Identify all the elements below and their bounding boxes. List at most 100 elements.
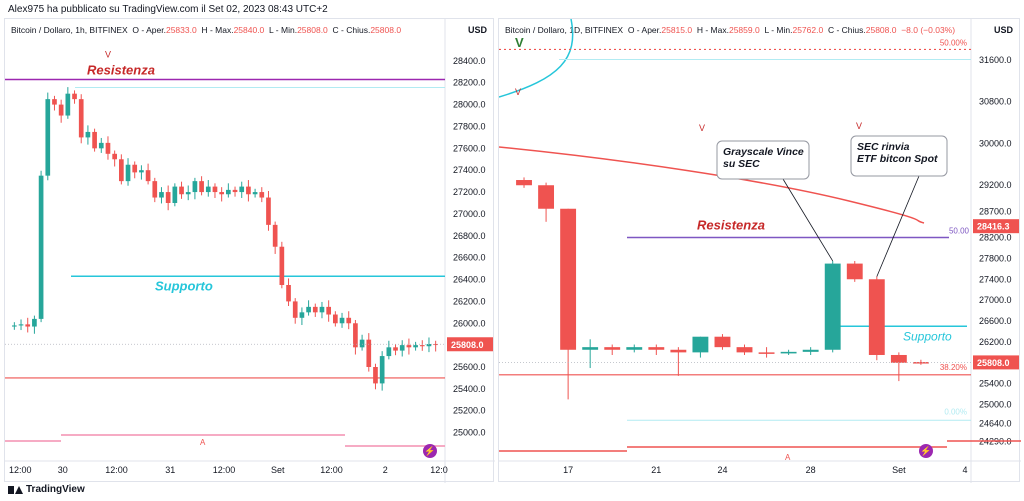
chart-panel-hourly: Bitcoin / Dollaro, 1h, BITFINEX O - Aper… xyxy=(4,18,495,483)
candle-body xyxy=(413,345,418,348)
candle-body xyxy=(119,159,124,182)
candle-body xyxy=(339,317,345,324)
y-tick-label: 30000.0 xyxy=(979,138,1012,148)
callout-grayscale-box xyxy=(716,140,810,180)
candle-body xyxy=(312,306,318,313)
callout-grayscale-pointer xyxy=(782,178,834,262)
candle-body xyxy=(112,153,117,160)
candle-body xyxy=(219,192,224,195)
currency-label: USD xyxy=(467,25,487,35)
price-label: 25808.0 xyxy=(451,340,484,350)
candle-body xyxy=(868,279,885,355)
candle-body xyxy=(419,345,425,347)
y-tick-label: 27800.0 xyxy=(453,121,486,131)
candle-body xyxy=(604,347,621,350)
candle-body xyxy=(145,170,151,182)
x-tick-label: 17 xyxy=(563,465,573,475)
y-tick-label: 25400.0 xyxy=(453,384,486,394)
candle-body xyxy=(714,336,731,348)
chart-header-daily: Bitcoin / Dollaro, 1D, BITFINEX O - Aper… xyxy=(505,25,956,35)
x-tick-label: 2 xyxy=(383,465,388,475)
candle-body xyxy=(179,186,184,195)
candle-body xyxy=(433,344,438,346)
tradingview-logo: TradingView xyxy=(8,484,85,495)
candle-body xyxy=(272,224,278,247)
candle-body xyxy=(890,354,907,363)
candle-body xyxy=(292,301,298,318)
candle-body xyxy=(185,192,191,195)
callout-grayscale-text: su SEC xyxy=(723,158,760,170)
y-tick-label: 26000.0 xyxy=(453,318,486,328)
y-tick-label: 27800.0 xyxy=(979,253,1012,263)
candle-body xyxy=(373,367,378,384)
x-tick-label: 31 xyxy=(165,465,175,475)
y-tick-label: 26600.0 xyxy=(453,253,486,263)
resistance-label: Resistenza xyxy=(697,217,765,232)
candle-body xyxy=(78,99,84,138)
hourly-chart-svg[interactable]: 28400.0 28200.0 28000.0 27800.0 27600.0 27400… xyxy=(5,19,495,483)
y-tick-label: 25000.0 xyxy=(453,428,486,438)
candle-body xyxy=(758,352,775,354)
candle-body xyxy=(18,324,24,326)
y-tick-label: 31600.0 xyxy=(979,55,1012,65)
x-tick-label: 30 xyxy=(58,465,68,475)
candle-body xyxy=(692,336,709,353)
candle-body xyxy=(172,186,178,203)
x-tick-label: 12:00 xyxy=(213,465,236,475)
candle-body xyxy=(538,185,555,209)
v-marker: V xyxy=(105,49,111,59)
candle-body xyxy=(736,347,753,353)
daily-chart-svg[interactable]: 31600.0 30800.0 30000.0 29200.0 28700.0 28200… xyxy=(499,19,1021,483)
candle-body xyxy=(58,104,64,116)
a-marker: A xyxy=(785,453,791,462)
candle-body xyxy=(92,131,97,149)
x-tick-label: 12:00 xyxy=(320,465,343,475)
candle-body xyxy=(139,170,144,173)
curve-line xyxy=(499,19,574,98)
candle-body xyxy=(279,246,285,285)
x-tick-label: Set xyxy=(892,465,906,475)
candle-body xyxy=(132,164,138,173)
candle-body xyxy=(393,347,398,351)
y-tick-label: 25400.0 xyxy=(979,379,1012,389)
y-tick-label: 29200.0 xyxy=(979,180,1012,190)
fib-0-label: 0.00% xyxy=(944,407,967,416)
candle-body xyxy=(25,324,31,327)
candle-body xyxy=(824,263,841,350)
callout-grayscale-text: Grayscale Vince xyxy=(723,146,804,158)
price-label-box xyxy=(973,219,1019,234)
candle-body xyxy=(45,99,51,176)
y-tick-label: 28000.0 xyxy=(453,100,486,110)
candle-body xyxy=(366,339,372,367)
y-tick-label: 27400.0 xyxy=(979,274,1012,284)
currency-label: USD xyxy=(993,25,1013,35)
candle-body xyxy=(252,192,258,195)
callout-sec-text: SEC rinvia xyxy=(857,141,910,153)
tradingview-logo-icon xyxy=(8,485,23,494)
published-header: Alex975 ha pubblicato su TradingView.com… xyxy=(8,4,328,15)
candle-body xyxy=(65,93,71,116)
y-tick-label: 28200.0 xyxy=(453,78,486,88)
candle-body xyxy=(239,186,245,193)
candle-body xyxy=(286,285,291,302)
y-tick-label: 26200.0 xyxy=(979,337,1012,347)
candle-body xyxy=(38,175,44,319)
bolt-icon[interactable]: ⚡ xyxy=(919,444,933,458)
x-tick-label: 28 xyxy=(806,465,816,475)
candle-body xyxy=(212,186,218,193)
callout-sec-box xyxy=(850,135,948,177)
x-tick-label: 4 xyxy=(962,465,967,475)
fib-50b-label: 50.00 xyxy=(949,226,970,235)
support-label: Supporto xyxy=(903,329,952,343)
a-marker: A xyxy=(200,438,206,447)
candle-body xyxy=(299,312,305,318)
candle-body xyxy=(246,186,251,195)
bolt-icon[interactable]: ⚡ xyxy=(423,444,437,458)
y-tick-label: 28700.0 xyxy=(979,206,1012,216)
candle-body xyxy=(333,314,338,324)
candle-body xyxy=(346,317,352,324)
candle-body xyxy=(670,349,687,353)
resistance-label: Resistenza xyxy=(87,62,155,77)
y-tick-label: 25200.0 xyxy=(453,406,486,416)
candle-body xyxy=(52,99,57,105)
